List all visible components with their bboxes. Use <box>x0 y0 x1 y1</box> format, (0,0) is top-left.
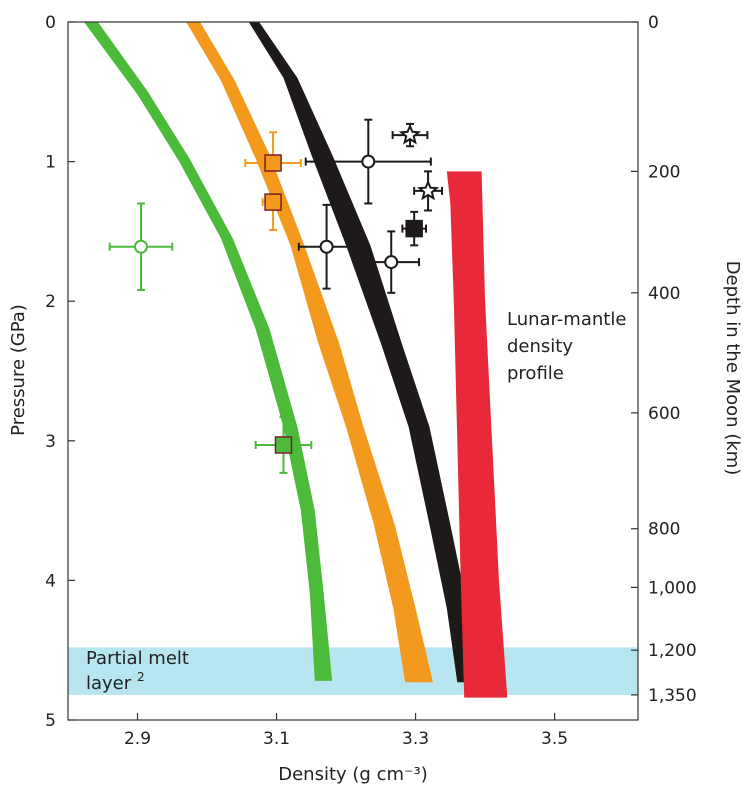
depth-tick-label: 600 <box>648 404 680 424</box>
depth-tick-label: 200 <box>648 162 680 182</box>
depth-tick-label: 0 <box>648 13 659 33</box>
depth-tick-label: 800 <box>648 520 680 540</box>
x-tick-label: 3.3 <box>402 729 429 749</box>
depth-tick-label: 1,200 <box>648 641 697 661</box>
density-band-3 <box>248 22 482 683</box>
marker-circle <box>384 255 399 270</box>
lunar-profile-band <box>446 171 508 698</box>
partial-melt-reference: 2 <box>137 670 145 684</box>
plot-frame <box>67 21 639 721</box>
partial-melt-layer <box>68 647 638 695</box>
lunar-profile-label-line2: density <box>507 336 573 357</box>
marker-circle <box>133 239 148 254</box>
lunar-mantle-profile <box>446 171 508 698</box>
lunar-profile-label-line3: profile <box>507 363 564 384</box>
data-point-3-3 <box>362 230 421 294</box>
marker-square <box>405 219 423 238</box>
marker-star <box>398 123 422 145</box>
marker-circle <box>319 239 334 254</box>
marker-square <box>264 154 282 172</box>
data-point-2-2 <box>261 173 285 232</box>
data-point-3-6 <box>413 170 443 212</box>
y-tick-label: 5 <box>45 711 56 731</box>
marker-circle <box>361 154 376 169</box>
data-point-1-2 <box>254 416 313 474</box>
data-point-3-4 <box>401 210 427 247</box>
marker-square <box>264 193 282 211</box>
depth-tick-label: 400 <box>648 284 680 304</box>
density-band-1 <box>83 22 333 681</box>
marker-square <box>274 436 293 454</box>
x-axis-label: Density (g cm⁻³) <box>278 764 428 785</box>
x-tick-label: 3.1 <box>263 729 290 749</box>
density-bands <box>83 22 482 683</box>
x-tick-label: 2.9 <box>124 729 151 749</box>
depth-axis-label: Depth in the Moon (km) <box>722 261 743 476</box>
x-tick-label: 3.5 <box>541 729 568 749</box>
y-tick-label: 3 <box>45 432 56 452</box>
data-point-1-1 <box>108 202 174 292</box>
data-point-3-1 <box>304 118 432 205</box>
depth-tick-label: 1,000 <box>648 578 697 598</box>
y-tick-label: 2 <box>45 292 56 312</box>
y-tick-label: 4 <box>45 571 56 591</box>
data-point-3-2 <box>297 203 356 290</box>
marker-star <box>416 179 440 201</box>
lunar-profile-label-line1: Lunar-mantle <box>507 309 626 330</box>
axes: 2.9 3.1 3.3 3.5 0 1 2 3 4 5 0 200 400 600 800 1,000 1,20… <box>45 13 697 749</box>
depth-tick-label: 1,350 <box>648 686 697 706</box>
data-points <box>108 118 443 474</box>
partial-melt-label-line2: layer <box>86 673 132 694</box>
y-tick-label: 0 <box>45 13 56 33</box>
data-point-3-5 <box>391 122 429 148</box>
y-axis-label: Pressure (GPa) <box>8 304 29 436</box>
density-band-2 <box>186 22 433 683</box>
partial-melt-label-line1: Partial melt <box>86 648 189 669</box>
y-tick-label: 1 <box>45 153 56 173</box>
partial-melt-band <box>68 647 638 695</box>
